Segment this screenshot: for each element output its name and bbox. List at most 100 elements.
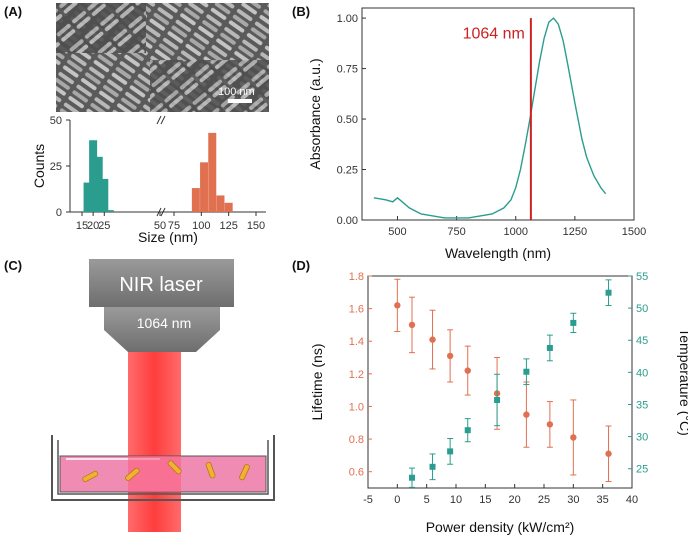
- lt-x-tick-label: 40: [626, 494, 638, 506]
- temperature-point: [429, 463, 436, 470]
- hist-y-tick-label: 50: [50, 115, 62, 127]
- abs-y-tick-label: 0.00: [337, 215, 358, 227]
- lt-left-tick-label: 1.8: [349, 271, 364, 283]
- lt-x-tick-label: 25: [538, 494, 550, 506]
- abs-x-label: Wavelength (nm): [445, 245, 551, 261]
- laser-beam: [128, 350, 181, 532]
- lt-x-tick-label: -5: [363, 494, 373, 506]
- lifetime-temperature-chart: 0.6 0.8 1.0 1.2 1.4 1.6 1.8 25 30 35 40 45 50 55 -5 0…: [309, 271, 688, 535]
- nanorod: [82, 470, 99, 483]
- petri-dish: [51, 435, 275, 501]
- hist-x-tick-label: 25: [98, 220, 110, 232]
- nanorod: [239, 464, 250, 481]
- hist-y-tick-label: 0: [56, 207, 62, 219]
- lt-right-tick-label: 30: [636, 432, 648, 444]
- lt-y-label-right: Temperature (°C): [677, 328, 688, 436]
- hist-x-tick-label: 75: [168, 220, 180, 232]
- lt-right-tick-label: 35: [636, 399, 648, 411]
- temperature-point: [447, 448, 454, 455]
- nanorod: [205, 461, 216, 479]
- lt-x-tick-label: 15: [479, 494, 491, 506]
- abs-x-tick-label: 1250: [563, 226, 587, 238]
- abs-x-tick-label: 500: [388, 226, 406, 238]
- lt-x-tick-label: 5: [424, 494, 430, 506]
- lt-left-tick-label: 0.6: [349, 467, 364, 479]
- lifetime-point: [523, 411, 530, 418]
- axis-break-marks: [156, 115, 166, 217]
- hist-bar-length: [191, 188, 200, 212]
- marker-label: 1064 nm: [463, 25, 525, 42]
- lt-left-tick-label: 1.0: [349, 401, 364, 413]
- hist-y-tick-label: 25: [50, 161, 62, 173]
- absorbance-curve: [373, 17, 607, 219]
- temperature-point: [605, 289, 612, 296]
- hist-x-tick-label: 20: [87, 220, 99, 232]
- hist-bar-width: [100, 178, 109, 212]
- hist-bar-width: [105, 210, 114, 212]
- abs-y-tick-label: 0.50: [337, 114, 358, 126]
- lt-right-tick-label: 45: [636, 335, 648, 347]
- lt-plot-frame: [367, 275, 633, 489]
- hist-bar-width: [89, 140, 98, 212]
- panel-label-b: (B): [292, 4, 310, 19]
- sem-image: 100 nm: [56, 3, 269, 112]
- hist-x-tick-label: 15: [76, 220, 88, 232]
- hist-bar-width: [83, 182, 92, 212]
- hist-bar-length: [216, 195, 225, 212]
- lt-x-tick-label: 0: [394, 494, 400, 506]
- lt-left-tick-label: 1.4: [349, 336, 364, 348]
- hist-x-tick-label: 100: [192, 220, 210, 232]
- panel-label-c: (C): [4, 258, 22, 273]
- hist-bar-length: [224, 202, 233, 212]
- temperature-point: [409, 474, 415, 481]
- abs-x-tick-label: 1000: [503, 226, 527, 238]
- abs-x-tick-label: 750: [447, 226, 465, 238]
- abs-y-tick-label: 0.25: [337, 165, 358, 177]
- laser-label: NIR laser: [119, 274, 203, 296]
- laser-head: [89, 259, 234, 307]
- temperature-point: [570, 319, 577, 326]
- scale-bar: [228, 99, 252, 103]
- hist-x-tick-label: 125: [219, 220, 237, 232]
- laser-illustration: NIR laser 1064 nm: [51, 259, 275, 532]
- lt-x-tick-label: 35: [597, 494, 609, 506]
- panel-label-d: (D): [292, 258, 310, 273]
- lt-right-tick-label: 40: [636, 367, 648, 379]
- lifetime-point: [570, 434, 577, 441]
- panel-label-a: (A): [4, 4, 22, 19]
- temperature-point: [523, 368, 530, 375]
- lifetime-point: [464, 367, 471, 374]
- lt-y-label-left: Lifetime (ns): [309, 343, 325, 420]
- lt-right-tick-label: 50: [636, 303, 648, 315]
- scale-bar-label: 100 nm: [218, 86, 255, 98]
- lt-left-tick-label: 0.8: [349, 434, 364, 446]
- lt-x-tick-label: 10: [450, 494, 462, 506]
- lt-x-label: Power density (kW/cm²): [426, 519, 575, 535]
- abs-x-tick-label: 1500: [622, 226, 646, 238]
- abs-y-label: Absorbance (a.u.): [307, 58, 323, 169]
- abs-y-tick-label: 0.75: [337, 64, 358, 76]
- abs-plot-frame: [361, 7, 635, 221]
- lt-right-tick-label: 55: [636, 271, 648, 283]
- laser-wavelength-label: 1064 nm: [137, 315, 191, 331]
- laser-nozzle: [104, 307, 220, 352]
- lt-left-tick-label: 1.2: [349, 369, 364, 381]
- lt-left-tick-label: 1.6: [349, 304, 364, 316]
- lifetime-point: [408, 321, 416, 329]
- temperature-point: [546, 344, 553, 351]
- lt-x-tick-label: 30: [567, 494, 579, 506]
- absorbance-chart: 0.000.250.500.751.00 500 750 1000 1250 1500 …: [307, 7, 646, 261]
- hist-bar-length: [208, 132, 217, 212]
- nanorod: [167, 460, 182, 475]
- hist-y-label: Counts: [31, 144, 47, 188]
- hist-bar-width: [94, 156, 103, 212]
- temperature-point: [494, 396, 501, 403]
- lt-right-tick-label: 25: [636, 464, 648, 476]
- temperature-point: [464, 427, 471, 434]
- lifetime-point: [446, 352, 454, 360]
- nanorods: [82, 460, 250, 483]
- lifetime-point: [605, 450, 612, 457]
- nanorod: [125, 467, 140, 482]
- hist-x-label: Size (nm): [138, 229, 198, 245]
